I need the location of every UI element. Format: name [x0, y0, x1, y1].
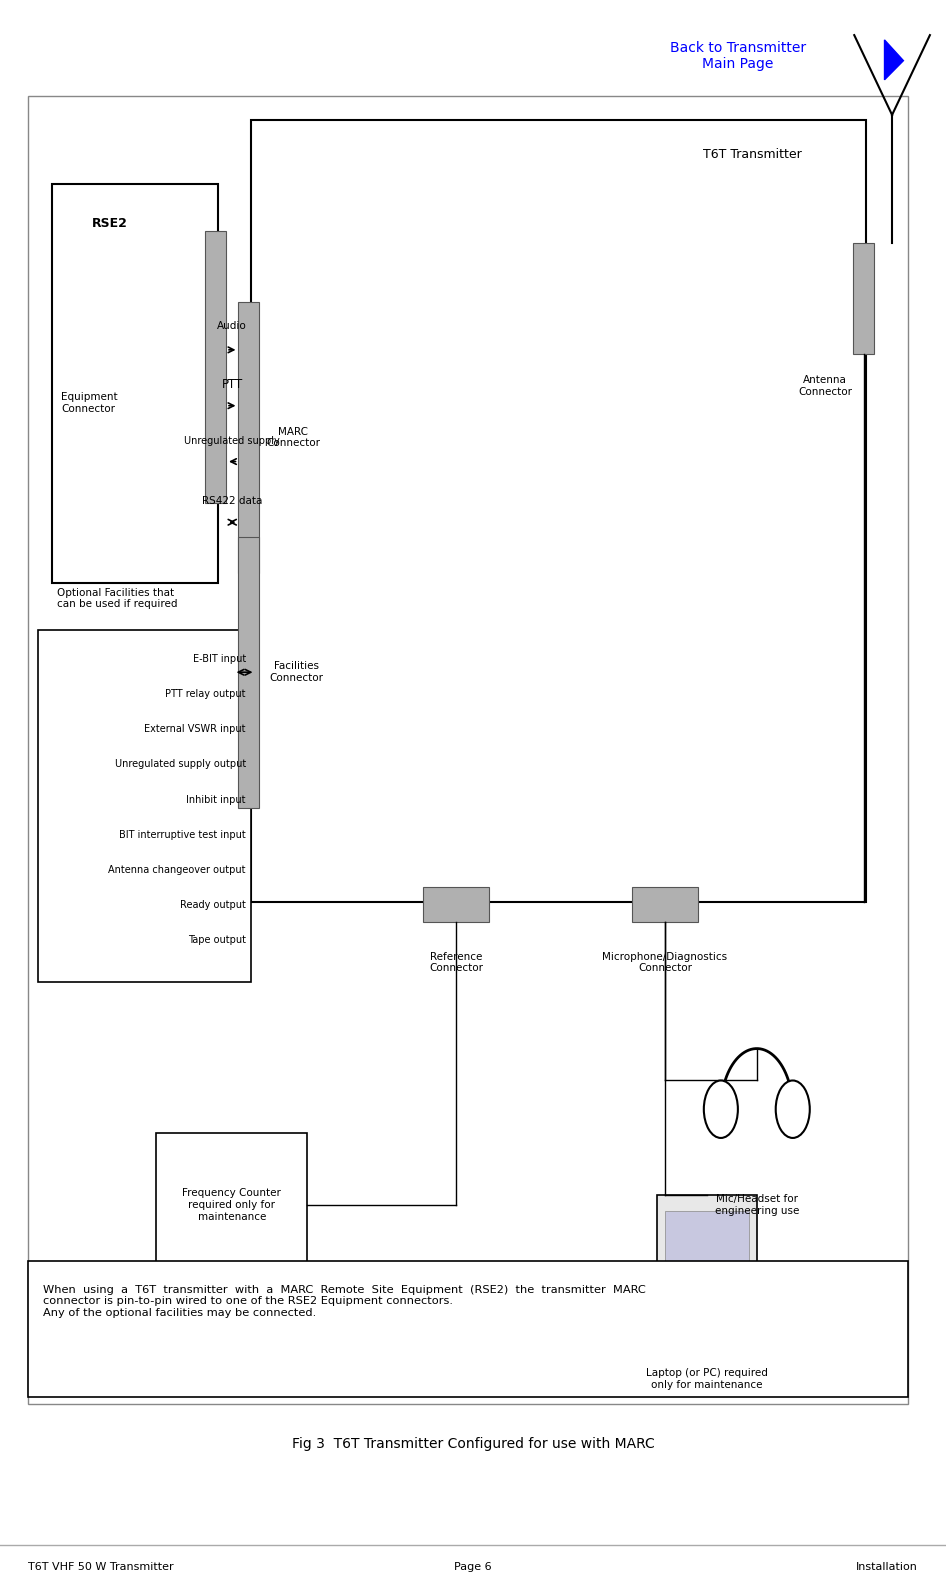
Text: BIT interruptive test input: BIT interruptive test input [119, 830, 246, 839]
FancyBboxPatch shape [643, 1296, 771, 1325]
FancyBboxPatch shape [251, 120, 866, 902]
Text: Back to Transmitter
Main Page: Back to Transmitter Main Page [670, 41, 806, 70]
FancyBboxPatch shape [38, 630, 251, 982]
Text: Reference
Connector: Reference Connector [429, 951, 483, 974]
FancyBboxPatch shape [28, 1261, 908, 1396]
Text: Audio: Audio [218, 321, 247, 330]
Text: Equipment
Connector: Equipment Connector [61, 393, 118, 413]
Circle shape [704, 1080, 738, 1138]
Text: Mic/Headset for
engineering use: Mic/Headset for engineering use [714, 1194, 799, 1216]
FancyBboxPatch shape [238, 536, 259, 808]
Text: E-BIT input: E-BIT input [193, 654, 246, 664]
Text: Facilities
Connector: Facilities Connector [269, 661, 324, 683]
FancyBboxPatch shape [665, 1211, 749, 1291]
Text: Installation: Installation [856, 1562, 918, 1572]
Text: MARC
Connector: MARC Connector [266, 426, 321, 448]
FancyBboxPatch shape [657, 1195, 757, 1304]
Text: Unregulated supply: Unregulated supply [184, 436, 280, 445]
Text: Unregulated supply output: Unregulated supply output [114, 760, 246, 769]
Text: Optional Facilities that
can be used if required: Optional Facilities that can be used if … [57, 587, 177, 610]
Circle shape [776, 1080, 810, 1138]
FancyBboxPatch shape [853, 243, 874, 354]
FancyBboxPatch shape [52, 184, 218, 583]
Text: External VSWR input: External VSWR input [145, 725, 246, 734]
Text: PTT: PTT [221, 378, 243, 391]
FancyBboxPatch shape [205, 231, 226, 503]
Text: Page 6: Page 6 [454, 1562, 492, 1572]
Text: Frequency Counter
required only for
maintenance: Frequency Counter required only for main… [183, 1189, 281, 1221]
Text: Antenna changeover output: Antenna changeover output [109, 865, 246, 875]
Text: Tape output: Tape output [188, 935, 246, 945]
Polygon shape [885, 40, 903, 80]
FancyBboxPatch shape [423, 887, 489, 922]
FancyBboxPatch shape [238, 302, 259, 573]
Text: PTT relay output: PTT relay output [166, 689, 246, 699]
Text: Microphone/Diagnostics
Connector: Microphone/Diagnostics Connector [603, 951, 727, 974]
Text: Fig 3  T6T Transmitter Configured for use with MARC: Fig 3 T6T Transmitter Configured for use… [291, 1438, 655, 1451]
Text: Laptop (or PC) required
only for maintenance: Laptop (or PC) required only for mainten… [646, 1368, 767, 1390]
FancyBboxPatch shape [28, 96, 908, 1404]
Text: Ready output: Ready output [180, 900, 246, 910]
Text: Antenna
Connector: Antenna Connector [797, 375, 852, 397]
Text: RS422 data: RS422 data [202, 496, 262, 506]
Text: T6T VHF 50 W Transmitter: T6T VHF 50 W Transmitter [28, 1562, 174, 1572]
Text: When  using  a  T6T  transmitter  with  a  MARC  Remote  Site  Equipment  (RSE2): When using a T6T transmitter with a MARC… [43, 1285, 645, 1318]
Text: RSE2: RSE2 [92, 217, 128, 230]
Text: Inhibit input: Inhibit input [186, 795, 246, 804]
FancyBboxPatch shape [156, 1133, 307, 1277]
FancyBboxPatch shape [632, 887, 698, 922]
Text: T6T Transmitter: T6T Transmitter [703, 148, 801, 161]
